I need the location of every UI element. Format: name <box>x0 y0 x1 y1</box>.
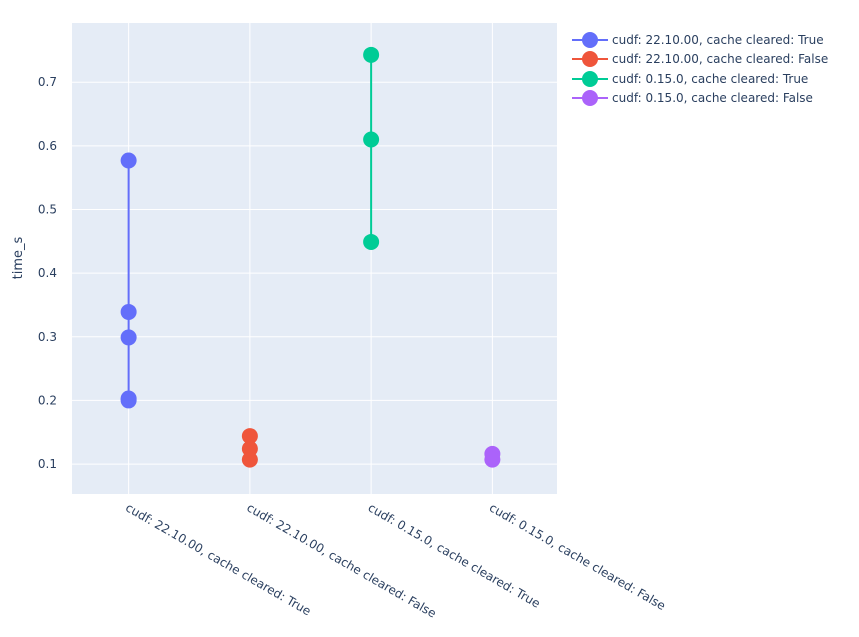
legend-label: cudf: 22.10.00, cache cleared: True <box>612 32 824 47</box>
y-tick-label: 0.6 <box>38 139 57 153</box>
data-point[interactable] <box>120 392 137 409</box>
legend-label: cudf: 22.10.00, cache cleared: False <box>612 52 829 67</box>
legend-marker-icon <box>572 31 608 48</box>
legend-marker-icon <box>572 70 608 87</box>
x-tick-label: cudf: 22.10.00, cache cleared: True <box>123 500 313 618</box>
series[interactable] <box>241 428 258 468</box>
legend: cudf: 22.10.00, cache cleared: True cudf:… <box>572 30 828 108</box>
legend-item[interactable]: cudf: 22.10.00, cache cleared: True <box>572 30 828 50</box>
legend-marker-icon <box>572 51 608 68</box>
legend-label: cudf: 0.15.0, cache cleared: False <box>612 91 813 106</box>
data-point[interactable] <box>363 46 380 63</box>
x-axis-ticks: cudf: 22.10.00, cache cleared: Truecudf:… <box>123 500 668 620</box>
series[interactable] <box>363 46 380 250</box>
data-point[interactable] <box>363 233 380 250</box>
legend-item[interactable]: cudf: 0.15.0, cache cleared: False <box>572 89 828 109</box>
plot-area <box>72 23 557 494</box>
data-point[interactable] <box>241 451 258 468</box>
data-point[interactable] <box>484 451 501 468</box>
series[interactable] <box>484 445 501 468</box>
y-tick-label: 0.7 <box>38 75 57 89</box>
y-axis-title: time_s <box>11 236 26 279</box>
x-tick-label: cudf: 22.10.00, cache cleared: False <box>244 500 438 620</box>
y-tick-label: 0.3 <box>38 330 57 344</box>
y-tick-label: 0.2 <box>38 393 57 407</box>
legend-label: cudf: 0.15.0, cache cleared: True <box>612 71 809 86</box>
y-tick-label: 0.1 <box>38 457 57 471</box>
legend-marker-icon <box>572 90 608 107</box>
data-point[interactable] <box>120 152 137 169</box>
data-point[interactable] <box>120 303 137 320</box>
data-series[interactable] <box>120 46 501 468</box>
y-gridlines <box>72 81 557 465</box>
y-tick-label: 0.5 <box>38 202 57 216</box>
y-axis-ticks: 0.1 0.2 0.3 0.4 0.5 0.6 0.7 <box>38 75 57 471</box>
legend-item[interactable]: cudf: 22.10.00, cache cleared: False <box>572 50 828 70</box>
data-point[interactable] <box>241 428 258 445</box>
data-point[interactable] <box>363 131 380 148</box>
series[interactable] <box>120 152 137 409</box>
legend-item[interactable]: cudf: 0.15.0, cache cleared: True <box>572 69 828 89</box>
y-tick-label: 0.4 <box>38 266 57 280</box>
data-point[interactable] <box>120 329 137 346</box>
